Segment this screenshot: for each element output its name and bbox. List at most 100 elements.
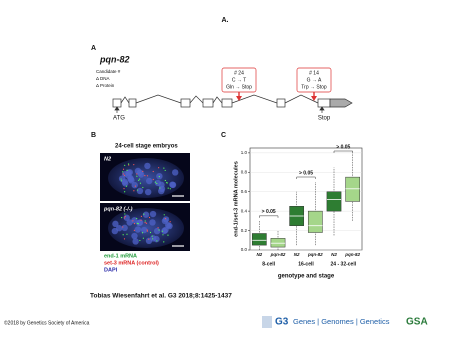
nucleus xyxy=(140,226,148,234)
panel-title: 24-cell stage embryos xyxy=(115,144,178,150)
mrna-spot xyxy=(162,234,164,236)
y-tick-label: 1.0 xyxy=(241,150,248,155)
nucleus xyxy=(136,187,144,195)
mrna-spot xyxy=(152,238,154,240)
mrna-spot xyxy=(124,215,126,218)
mrna-spot xyxy=(136,189,139,191)
copyright: ©2018 by Genetics Society of America xyxy=(4,319,90,326)
nucleus xyxy=(111,227,119,235)
mrna-spot xyxy=(127,163,130,165)
nucleus xyxy=(158,185,166,193)
mrna-spot xyxy=(152,170,154,173)
mrna-spot xyxy=(163,214,165,216)
group-label: 24 - 32-cell xyxy=(331,261,357,267)
x-tick-label: pqn-82 xyxy=(270,252,286,257)
mrna-spot xyxy=(125,185,128,187)
y-tick-label: 0.0 xyxy=(241,247,248,252)
figure-title: A. xyxy=(222,17,229,24)
mrna-spot xyxy=(169,221,171,223)
nucleus xyxy=(126,169,133,176)
mrna-spot xyxy=(146,229,148,231)
nucleus xyxy=(153,235,160,243)
mrna-spot xyxy=(167,234,169,236)
mrna-spot xyxy=(156,182,158,185)
nucleus xyxy=(126,219,133,226)
box xyxy=(307,210,323,233)
nucleus xyxy=(169,181,177,189)
mrna-spot xyxy=(144,222,146,224)
box xyxy=(345,176,361,202)
nuclei xyxy=(111,162,179,245)
mrna-spot xyxy=(121,216,123,219)
mrna-spot xyxy=(122,226,124,228)
society-logo: GSA xyxy=(406,317,428,328)
annotation: > 0.05 xyxy=(336,144,350,150)
panel-letter: A xyxy=(91,45,96,52)
mrna-spot xyxy=(141,232,144,234)
mrna-spot xyxy=(123,174,126,176)
legend-label: set-3 mRNA (control) xyxy=(104,260,159,266)
mrna-spot xyxy=(120,178,122,180)
mrna-spot xyxy=(139,239,141,242)
nucleus xyxy=(149,210,157,218)
mrna-spot xyxy=(122,173,124,175)
y-tick-label: 0.2 xyxy=(241,228,248,233)
mrna-spot xyxy=(122,234,124,236)
mrna-spot xyxy=(142,237,144,239)
mrna-spot xyxy=(128,164,130,166)
y-tick-label: 0.8 xyxy=(241,169,248,174)
mrna-spot xyxy=(133,190,135,192)
nucleus xyxy=(161,217,169,225)
x-tick-label: pqn-82 xyxy=(307,252,323,257)
box xyxy=(251,233,267,246)
mrna-spot xyxy=(164,218,167,220)
mrna-spot xyxy=(144,220,146,222)
nucleus xyxy=(121,224,128,232)
nucleus xyxy=(142,211,150,218)
mrna-spot xyxy=(167,187,169,189)
mrna-spot xyxy=(164,169,166,172)
mrna-spot xyxy=(158,229,160,231)
bracket xyxy=(259,215,279,218)
mrna-spot xyxy=(123,238,126,240)
mrna-spot xyxy=(140,219,142,221)
mrna-spot xyxy=(120,180,123,182)
mutation-protein: Gln → Stop xyxy=(226,84,252,90)
mrna-spot xyxy=(143,213,145,215)
mrna-spot xyxy=(163,241,165,243)
mrna-spot xyxy=(136,222,138,224)
gene-name: pqn-82 xyxy=(99,54,130,64)
nucleus xyxy=(131,217,138,224)
x-tick-label: N2 xyxy=(331,252,337,257)
mrna-spot xyxy=(139,178,141,180)
nucleus xyxy=(146,177,153,185)
mrna-spot xyxy=(126,233,128,235)
nucleus xyxy=(131,181,138,189)
nucleus xyxy=(136,219,144,226)
nucleus xyxy=(145,237,153,245)
mrna-spot xyxy=(142,186,144,189)
group-label: 16-cell xyxy=(298,261,314,267)
key-label: Δ Protein xyxy=(96,83,115,88)
nucleus xyxy=(172,169,179,176)
mutation-dna: G → A xyxy=(307,77,322,83)
mrna-spot xyxy=(158,167,160,169)
mrna-spot xyxy=(161,230,163,232)
mrna-spot xyxy=(157,227,159,229)
mrna-spot xyxy=(139,182,142,184)
x-tick-label: N2 xyxy=(256,252,262,257)
y-tick-label: 0.4 xyxy=(241,208,248,213)
start-codon: ATG xyxy=(113,116,125,122)
mrna-spot xyxy=(134,185,136,187)
mrna-spot xyxy=(137,223,139,225)
image-label: pqn-82 (-/-) xyxy=(103,206,133,212)
mrna-spot xyxy=(144,175,146,177)
mrna-spot xyxy=(136,173,138,175)
mrna-spot xyxy=(146,230,149,232)
citation: Tobias Wiesenfahrt et al. G3 2018;8:1425… xyxy=(90,293,232,300)
mrna-spot xyxy=(123,217,126,219)
mrna-spot xyxy=(123,188,125,190)
journal-logo: G3 xyxy=(275,317,289,328)
mrna-spot xyxy=(151,235,153,237)
key-label: Candidate # xyxy=(96,69,121,74)
